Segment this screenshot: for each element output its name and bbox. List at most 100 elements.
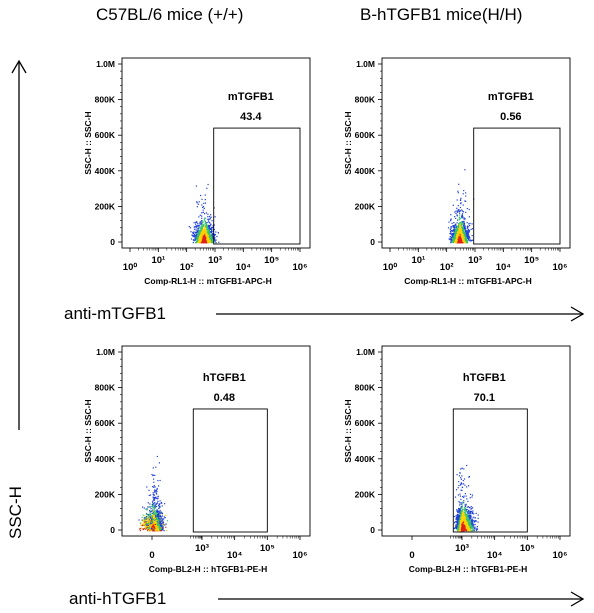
event-point bbox=[459, 227, 461, 229]
event-point bbox=[151, 527, 153, 529]
x-axis-title: Comp-BL2-H :: hTGFB1-PE-H bbox=[409, 564, 528, 574]
event-point bbox=[156, 520, 158, 522]
event-point bbox=[160, 521, 162, 523]
event-point bbox=[463, 218, 465, 220]
event-point bbox=[208, 235, 210, 237]
event-point bbox=[203, 231, 205, 234]
event-point bbox=[198, 226, 200, 228]
event-point bbox=[205, 236, 208, 239]
event-point bbox=[211, 232, 213, 235]
event-point bbox=[456, 215, 458, 217]
event-point bbox=[156, 455, 158, 458]
event-point bbox=[212, 233, 214, 235]
event-point bbox=[450, 240, 452, 242]
event-point bbox=[159, 513, 161, 515]
event-point bbox=[464, 484, 466, 486]
event-point bbox=[143, 507, 145, 509]
event-point bbox=[461, 506, 463, 508]
event-point bbox=[152, 530, 154, 532]
event-point bbox=[466, 222, 468, 224]
event-point bbox=[149, 513, 151, 515]
event-point bbox=[473, 521, 475, 523]
event-point bbox=[460, 202, 462, 204]
event-point bbox=[470, 524, 472, 526]
event-point bbox=[466, 528, 468, 530]
event-point bbox=[149, 494, 152, 496]
event-point bbox=[465, 495, 467, 497]
y-axis-title: SSC-H :: SSC-H bbox=[343, 399, 353, 462]
event-point bbox=[161, 512, 163, 514]
event-point bbox=[459, 239, 461, 241]
event-point bbox=[212, 241, 214, 243]
event-point bbox=[461, 215, 463, 217]
event-point bbox=[163, 524, 165, 526]
event-point bbox=[207, 226, 209, 228]
x-tick-label: 10³ bbox=[208, 255, 222, 266]
event-point bbox=[207, 183, 209, 186]
event-point bbox=[206, 236, 208, 238]
event-point bbox=[152, 486, 154, 488]
event-point bbox=[469, 240, 471, 242]
event-point bbox=[156, 514, 158, 516]
event-point bbox=[470, 508, 472, 510]
event-point bbox=[457, 528, 459, 530]
event-point bbox=[215, 242, 217, 244]
event-point bbox=[471, 496, 473, 498]
event-point bbox=[201, 198, 203, 200]
event-point bbox=[465, 515, 467, 517]
event-point bbox=[463, 190, 465, 192]
event-point bbox=[200, 221, 202, 223]
event-point bbox=[458, 231, 460, 233]
event-point bbox=[462, 237, 464, 239]
event-point bbox=[202, 225, 204, 227]
event-point bbox=[447, 227, 450, 229]
event-point bbox=[151, 523, 153, 525]
event-point bbox=[215, 239, 217, 241]
event-point bbox=[449, 239, 451, 241]
event-point bbox=[463, 478, 466, 480]
event-point bbox=[465, 520, 468, 522]
event-point bbox=[191, 234, 193, 236]
event-point bbox=[159, 479, 161, 482]
event-point bbox=[162, 526, 164, 528]
y-axis-title: SSC-H :: SSC-H bbox=[343, 111, 353, 174]
event-point bbox=[154, 525, 156, 527]
event-point bbox=[454, 224, 456, 226]
event-point bbox=[160, 527, 162, 529]
event-point bbox=[468, 507, 470, 509]
event-point bbox=[143, 524, 145, 526]
event-point bbox=[153, 505, 155, 507]
event-point bbox=[457, 219, 459, 221]
event-point bbox=[464, 200, 466, 202]
event-point bbox=[474, 517, 476, 519]
event-point bbox=[160, 517, 162, 519]
event-point bbox=[465, 528, 467, 531]
event-point bbox=[157, 500, 159, 502]
event-point bbox=[451, 241, 453, 243]
event-point bbox=[452, 242, 454, 244]
event-point bbox=[465, 230, 467, 232]
event-point bbox=[212, 226, 214, 229]
event-point bbox=[472, 523, 474, 525]
event-point bbox=[459, 234, 461, 236]
event-point bbox=[157, 516, 159, 518]
event-point bbox=[143, 524, 146, 526]
event-point bbox=[202, 229, 204, 231]
event-point bbox=[206, 226, 208, 228]
event-point bbox=[205, 222, 207, 224]
event-point bbox=[460, 231, 462, 233]
event-point bbox=[465, 513, 468, 516]
event-point bbox=[468, 239, 470, 241]
event-point bbox=[471, 494, 474, 496]
event-point bbox=[211, 231, 213, 233]
event-point bbox=[460, 522, 462, 524]
event-point bbox=[196, 201, 198, 203]
event-point bbox=[467, 516, 469, 518]
event-point bbox=[449, 232, 451, 235]
event-point bbox=[142, 519, 144, 521]
y-tick-label: 400K bbox=[95, 454, 116, 464]
event-point bbox=[457, 192, 459, 194]
event-point bbox=[143, 520, 145, 522]
event-point bbox=[208, 232, 210, 234]
event-point bbox=[197, 234, 199, 236]
